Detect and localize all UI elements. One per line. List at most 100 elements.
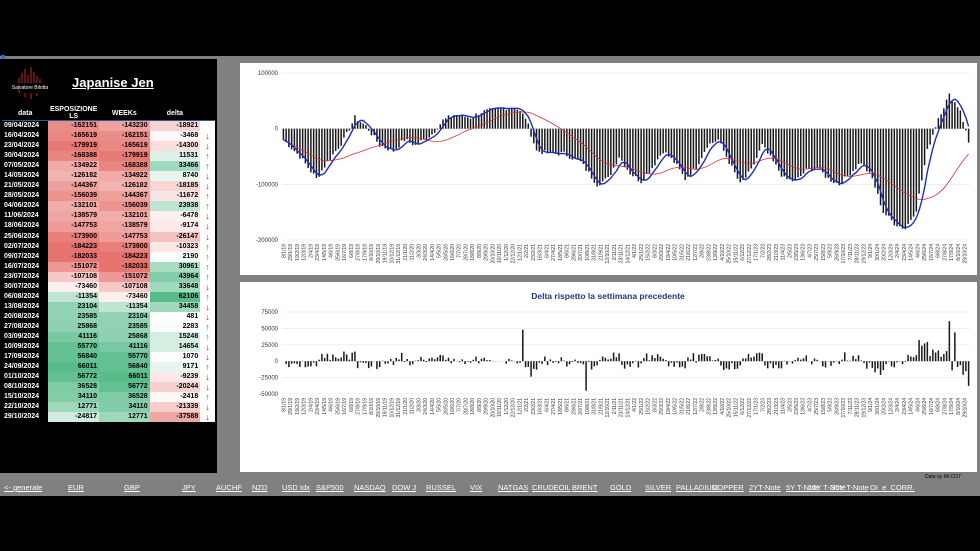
bar [750,128,752,169]
nav-link-nasdaq[interactable]: NASDAQ [354,483,386,492]
x-tick-label: 9/1/24 [868,398,874,412]
bar [601,128,604,182]
bar [406,359,408,362]
bar [395,128,397,149]
x-tick-label: 11/4/23 [781,398,787,415]
bar [579,361,582,364]
bar [877,361,879,369]
bar [755,128,758,158]
arrow-up-icon: ↑ [200,201,215,212]
bar [321,353,323,362]
x-tick-label: 18/5/21 [558,398,564,415]
nav-link-gbp[interactable]: GBP [124,483,140,492]
cell-date: 30/04/2024 [2,151,49,162]
bar [813,358,816,362]
nav-link-s-p500[interactable]: S&P500 [316,483,344,492]
bar [378,361,381,368]
bar [874,361,876,373]
nav-link-10y-t-note[interactable]: 10Y T-Note [808,483,846,492]
table-row: 24/09/2024 66011 56840 9171 ↑ [2,362,215,373]
x-tick-label: 18/8/20 [470,244,476,261]
nav-link-usd-idx[interactable]: USD Idx [282,483,310,492]
x-tick-label: 2/11/21 [612,398,618,415]
x-tick-label: 31/12/19 [396,244,402,264]
bar [645,128,648,174]
cell-delta: 33466 [149,161,201,172]
y-tick-label: 0 [275,127,279,133]
bar [725,361,728,369]
bar [428,358,430,362]
bar [822,361,824,367]
cell-delta: 33648 [149,281,201,292]
bar [618,353,620,362]
cell-date: 17/09/2024 [2,352,49,363]
bar [830,361,832,366]
bar [786,128,788,180]
x-tick-label: 23/2/21 [531,244,537,261]
cell-delta: 34458 [149,301,201,312]
bar [467,361,469,362]
bar [736,128,739,179]
bar [337,358,340,362]
x-tick-label: 5/5/20 [437,244,443,258]
bar [709,128,711,144]
bar [654,128,656,166]
bar [615,128,618,165]
bar [777,128,780,171]
cell-date: 20/08/2024 [2,311,49,322]
cell-exposure: -173900 [48,231,99,242]
nav-link-5y-t-note[interactable]: 5Y T-Note [786,483,820,492]
header-delta: delta [149,106,201,121]
cell-exposure: -126182 [48,171,99,182]
x-tick-label: 29/10/19 [376,398,382,418]
nav-link-jpy[interactable]: JPY [182,483,196,492]
bar [802,358,805,362]
nav-link-gold[interactable]: GOLD [610,483,632,492]
cell-date: 18/06/2024 [2,221,49,232]
bar [739,128,741,183]
bar [307,361,309,367]
table-row: 29/10/2024 -24817 12771 -37588 ↓ [2,412,215,423]
bar [398,128,400,148]
bar [414,360,417,362]
bar [824,128,827,178]
nav-link-natgas[interactable]: NATGAS [498,483,529,492]
nav-link-brent[interactable]: BRENT [572,483,598,492]
cell-date: 23/07/2024 [2,271,49,282]
bar [866,128,868,172]
nav-link-nzd[interactable]: NZD [252,483,268,492]
cell-delta: -37588 [149,412,201,423]
nav-link-oi-e-corr-[interactable]: OI_e_CORR. [870,483,915,492]
bar [444,359,447,362]
nav-link-copper[interactable]: COPPER [712,483,744,492]
nav-link-auchf[interactable]: AUCHF [216,483,242,492]
nav-link-30y-t-note[interactable]: 30Y T-Note [831,483,869,492]
bar [428,128,430,138]
nav-link-silver[interactable]: SILVER [645,483,672,492]
cell-exposure: -73460 [48,281,99,292]
nav-link--generale[interactable]: <- generale [4,483,43,492]
nav-link-dow-j[interactable]: DOW J [392,483,417,492]
nav-link-crudeoil[interactable]: CRUDEOIL [532,483,571,492]
bar [943,354,945,362]
x-tick-label: 11/4/23 [781,244,787,261]
bar [367,128,370,131]
nav-link-russel[interactable]: RUSSEL [426,483,457,492]
x-tick-label: 21/1/20 [403,398,409,415]
bar [519,361,521,363]
x-tick-label: 20/7/21 [578,398,584,415]
x-tick-label: 27/4/21 [551,398,557,415]
bar [566,128,568,157]
bar [703,128,706,152]
cell-date: 16/07/2024 [2,261,49,272]
bar [420,128,422,141]
nav-link-eur[interactable]: EUR [68,483,84,492]
bar [948,321,951,362]
bar [411,361,414,365]
nav-link-2yt-note[interactable]: 2YT-Note [749,483,781,492]
nav-link-palladium[interactable]: PALLADIUM [676,483,718,492]
nav-link-vix[interactable]: VIX [470,483,483,492]
bar [857,128,860,165]
x-tick-label: 25/6/24 [922,398,928,415]
x-tick-label: 16/7/24 [929,398,935,415]
